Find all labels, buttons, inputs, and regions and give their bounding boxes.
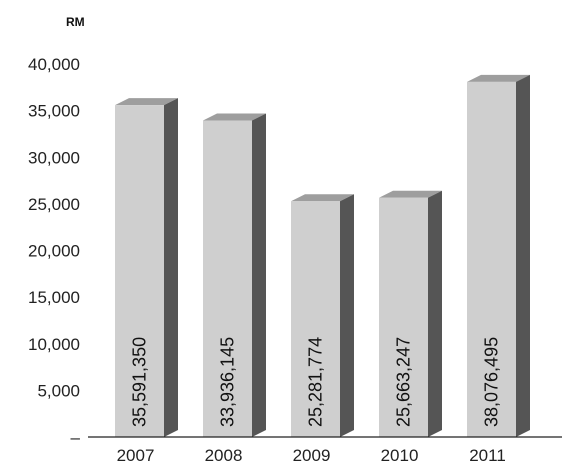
bar-side-face [516, 74, 530, 438]
bar-top-face [379, 190, 442, 198]
bar-2010: 25,663,247 [379, 190, 442, 437]
y-axis-ticks: – 5,000 10,000 15,000 20,000 25,000 30,000 35,0… [28, 55, 81, 447]
y-tick-label: 40,000 [28, 55, 80, 74]
y-tick-label: 15,000 [28, 288, 80, 307]
x-tick-label: 2009 [293, 446, 331, 465]
bar-value-label: 33,936,145 [218, 337, 238, 427]
y-tick-label: 5,000 [37, 381, 80, 400]
bar-value-label: 25,281,774 [306, 337, 326, 427]
bar-top-face [467, 74, 530, 82]
bar-side-face [428, 190, 442, 437]
bar-value-label: 25,663,247 [394, 337, 414, 427]
bar-front-face [379, 197, 428, 437]
bar-value-label: 35,591,350 [130, 337, 150, 427]
y-axis-unit-label: RM [66, 15, 85, 29]
bar-2008: 33,936,145 [203, 113, 266, 438]
bar-front-face [115, 105, 164, 438]
bar-top-face [291, 194, 354, 202]
bar-side-face [340, 194, 354, 437]
y-tick-label: 10,000 [28, 335, 80, 354]
x-tick-label: 2008 [205, 446, 243, 465]
bar-front-face [467, 81, 516, 438]
bar-value-label: 38,076,495 [482, 337, 502, 427]
bar-side-face [164, 98, 178, 438]
y-tick-label: 35,000 [28, 102, 80, 121]
y-tick-label: – [71, 428, 81, 447]
y-tick-label: 20,000 [28, 242, 80, 261]
bar-side-face [252, 113, 266, 438]
bar-top-face [203, 113, 266, 121]
bar-top-face [115, 98, 178, 106]
x-tick-label: 2011 [469, 446, 506, 465]
bar-2007: 35,591,350 [115, 98, 178, 438]
x-tick-label: 2010 [381, 446, 419, 465]
bars-group: 35,591,350 33,936,145 25,281,774 25,663,247… [115, 74, 530, 438]
x-axis-ticks: 2007 2008 2009 2010 2011 [117, 446, 506, 465]
bar-2009: 25,281,774 [291, 194, 354, 437]
bar-2011: 38,076,495 [467, 74, 530, 438]
y-tick-label: 30,000 [28, 148, 80, 167]
bar-front-face [291, 201, 340, 437]
x-tick-label: 2007 [117, 446, 155, 465]
y-tick-label: 25,000 [28, 195, 80, 214]
bar-front-face [203, 120, 252, 438]
